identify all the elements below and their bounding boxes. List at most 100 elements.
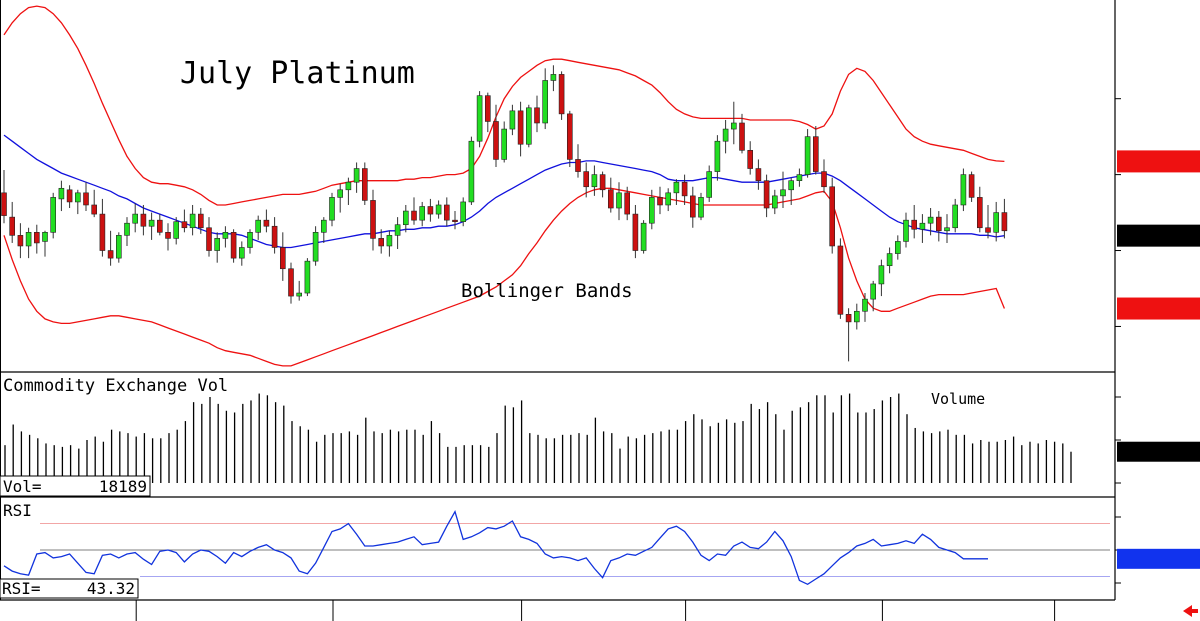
- candle-body-up: [722, 128, 729, 142]
- candle-body-up: [419, 206, 426, 221]
- candle: [312, 226, 319, 266]
- candle-body-up: [222, 232, 229, 239]
- candle-body-up: [804, 136, 811, 175]
- candle: [394, 217, 401, 250]
- candle: [624, 186, 631, 221]
- candle: [189, 204, 196, 236]
- candle-body-down: [107, 250, 114, 259]
- candle-body-down: [279, 247, 286, 270]
- bollinger-label: Bollinger Bands: [461, 280, 633, 302]
- candle: [821, 159, 827, 193]
- candle-body-down: [607, 189, 614, 209]
- candle: [993, 201, 1000, 242]
- candle-body-up: [468, 140, 475, 203]
- lower-bollinger-band: [3, 187, 1006, 367]
- candle: [566, 110, 573, 168]
- candle-body-up: [944, 227, 950, 232]
- candle-body-down: [632, 213, 639, 251]
- candle-body-up: [878, 265, 885, 285]
- candle: [1001, 198, 1008, 239]
- rsi-line: [3, 510, 988, 586]
- candle-body-down: [17, 235, 24, 247]
- candle: [140, 204, 147, 236]
- candle: [304, 258, 311, 297]
- candle: [583, 162, 590, 198]
- volume-annotation: Volume: [931, 390, 985, 408]
- candle: [788, 177, 795, 205]
- candle: [591, 165, 598, 196]
- candle: [296, 280, 303, 301]
- candle-body-down: [66, 189, 73, 203]
- candle-body-up: [304, 260, 311, 294]
- candle: [509, 104, 516, 136]
- candle-body-up: [952, 204, 959, 229]
- candle-body-up: [501, 128, 508, 160]
- chart-frame: [0, 0, 1116, 601]
- candle-body-up: [616, 192, 622, 209]
- candle-body-up: [894, 241, 901, 254]
- candle: [181, 209, 188, 233]
- candle: [107, 230, 114, 266]
- candle: [952, 198, 959, 233]
- candle: [484, 92, 491, 133]
- candle: [927, 208, 934, 236]
- rsi-readout-name: RSI=: [2, 579, 41, 598]
- candle-body-down: [288, 268, 294, 297]
- candle-body-up: [788, 180, 795, 191]
- candle: [99, 198, 106, 257]
- candle-body-up: [320, 219, 327, 233]
- candle-body-down: [493, 121, 499, 160]
- candle: [50, 192, 57, 239]
- candle-body-up: [312, 232, 319, 262]
- scroll-left-arrow-icon[interactable]: [1183, 605, 1198, 617]
- candle-body-up: [353, 168, 360, 183]
- candle-body-down: [968, 174, 975, 198]
- candle-body-down: [452, 219, 458, 222]
- candle-body-up: [550, 74, 557, 81]
- candle: [935, 211, 942, 242]
- candle: [17, 223, 24, 259]
- candle-body-down: [198, 213, 204, 229]
- candle-body-up: [75, 192, 81, 203]
- rsi-readout-box: [0, 578, 139, 599]
- candle: [132, 203, 138, 233]
- candle-body-down: [157, 219, 163, 233]
- candle-body-up: [730, 122, 737, 130]
- candle: [419, 201, 426, 227]
- volume-readout-box: [0, 475, 151, 497]
- candle-body-down: [140, 213, 147, 227]
- candle: [157, 214, 163, 236]
- candle: [173, 217, 179, 245]
- candle: [386, 230, 393, 257]
- candle: [944, 214, 950, 243]
- candle-body-down: [624, 192, 631, 215]
- candle: [427, 198, 434, 222]
- candle-body-up: [50, 197, 57, 233]
- candle-body-down: [230, 232, 237, 259]
- candle: [320, 217, 327, 243]
- candle: [575, 144, 581, 178]
- candle: [435, 200, 442, 219]
- candle: [75, 189, 81, 215]
- candle-body-up: [591, 174, 598, 188]
- candle: [9, 201, 15, 243]
- candle: [25, 227, 32, 259]
- candle: [771, 189, 778, 215]
- candle-body-down: [411, 210, 417, 221]
- chart-title: July Platinum: [180, 56, 415, 91]
- candle: [968, 171, 975, 202]
- candle: [33, 224, 40, 254]
- candle: [468, 136, 475, 205]
- candle: [845, 308, 852, 362]
- candle-body-up: [42, 232, 48, 242]
- candle-body-up: [862, 298, 868, 312]
- candle-body-down: [763, 180, 770, 209]
- candle-body-down: [206, 227, 212, 251]
- candle: [550, 65, 557, 92]
- candle-body-down: [361, 168, 368, 201]
- candle-body-down: [575, 159, 581, 172]
- candle: [755, 159, 762, 190]
- candle: [370, 189, 376, 251]
- candle-body-up: [870, 283, 877, 300]
- candle-body-up: [706, 171, 713, 198]
